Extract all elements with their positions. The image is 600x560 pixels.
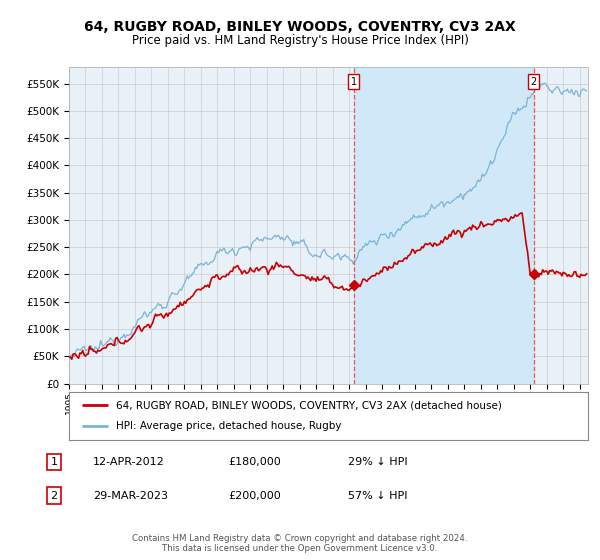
Bar bbox=[354, 67, 534, 384]
Text: 29-MAR-2023: 29-MAR-2023 bbox=[93, 491, 168, 501]
Text: 12-APR-2012: 12-APR-2012 bbox=[93, 457, 165, 467]
Text: 64, RUGBY ROAD, BINLEY WOODS, COVENTRY, CV3 2AX (detached house): 64, RUGBY ROAD, BINLEY WOODS, COVENTRY, … bbox=[116, 400, 502, 410]
Text: 64, RUGBY ROAD, BINLEY WOODS, COVENTRY, CV3 2AX: 64, RUGBY ROAD, BINLEY WOODS, COVENTRY, … bbox=[84, 20, 516, 34]
Text: £180,000: £180,000 bbox=[228, 457, 281, 467]
Text: £200,000: £200,000 bbox=[228, 491, 281, 501]
Text: Price paid vs. HM Land Registry's House Price Index (HPI): Price paid vs. HM Land Registry's House … bbox=[131, 34, 469, 46]
Text: HPI: Average price, detached house, Rugby: HPI: Average price, detached house, Rugb… bbox=[116, 421, 341, 431]
Text: 29% ↓ HPI: 29% ↓ HPI bbox=[348, 457, 407, 467]
Text: 2: 2 bbox=[50, 491, 58, 501]
Text: 57% ↓ HPI: 57% ↓ HPI bbox=[348, 491, 407, 501]
Text: 1: 1 bbox=[50, 457, 58, 467]
Text: 1: 1 bbox=[351, 77, 357, 87]
Text: 2: 2 bbox=[530, 77, 537, 87]
Text: Contains HM Land Registry data © Crown copyright and database right 2024.
This d: Contains HM Land Registry data © Crown c… bbox=[132, 534, 468, 553]
